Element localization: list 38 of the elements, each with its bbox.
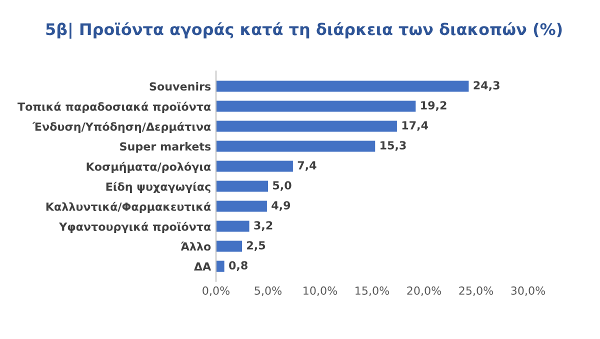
chart-title: 5β| Προϊόντα αγοράς κατά τη διάρκεια των διακοπών (%) [46,22,562,39]
y-tick-label: Ένδυση/Υπόδηση/Δερμάτινα [32,122,211,134]
y-tick-label: Άλλο [180,242,211,251]
y-tick-label: Souvenirs [150,82,211,91]
data-label: 3,2 [254,221,272,231]
y-tick-label: Υφαντουργικά προϊόντα [58,222,211,234]
data-label: 7,4 [298,161,316,171]
data-label: 2,5 [247,241,266,251]
x-tick-label: 15,0% [356,286,390,296]
data-label: 15,3 [380,141,406,151]
bar [216,240,242,252]
data-label: 4,9 [272,201,290,211]
data-label: 24,3 [474,81,500,91]
bar [216,140,376,152]
y-tick-label: Super markets [120,142,211,153]
x-tick-label: 25,0% [459,286,494,296]
x-tick-label: 30,0% [511,286,546,296]
bar [216,220,250,232]
bar [216,120,397,132]
y-tick-label: ΔΑ [194,262,212,271]
x-tick-label: 0,0% [202,286,230,296]
bar [216,80,469,92]
bar [216,100,416,112]
data-label: 5,0 [273,181,292,191]
y-tick-label: Κοσμήματα/ρολόγια [86,162,211,174]
y-tick-label: Είδη ψυχαγωγίας [106,182,210,194]
data-label: 17,4 [402,121,428,131]
bar [216,180,268,192]
data-label: 0,8 [229,261,248,271]
y-tick-label: Τοπικά παραδοσιακά προϊόντα [18,102,211,114]
data-label: 19,2 [421,101,446,111]
x-tick-label: 10,0% [304,286,338,296]
bar [216,260,224,272]
bar [216,200,267,212]
y-tick-label: Καλλυντικά/Φαρμακευτικά [46,202,211,214]
x-tick-label: 5,0% [254,286,282,296]
x-tick-label: 20,0% [407,286,442,296]
bar [216,160,293,172]
